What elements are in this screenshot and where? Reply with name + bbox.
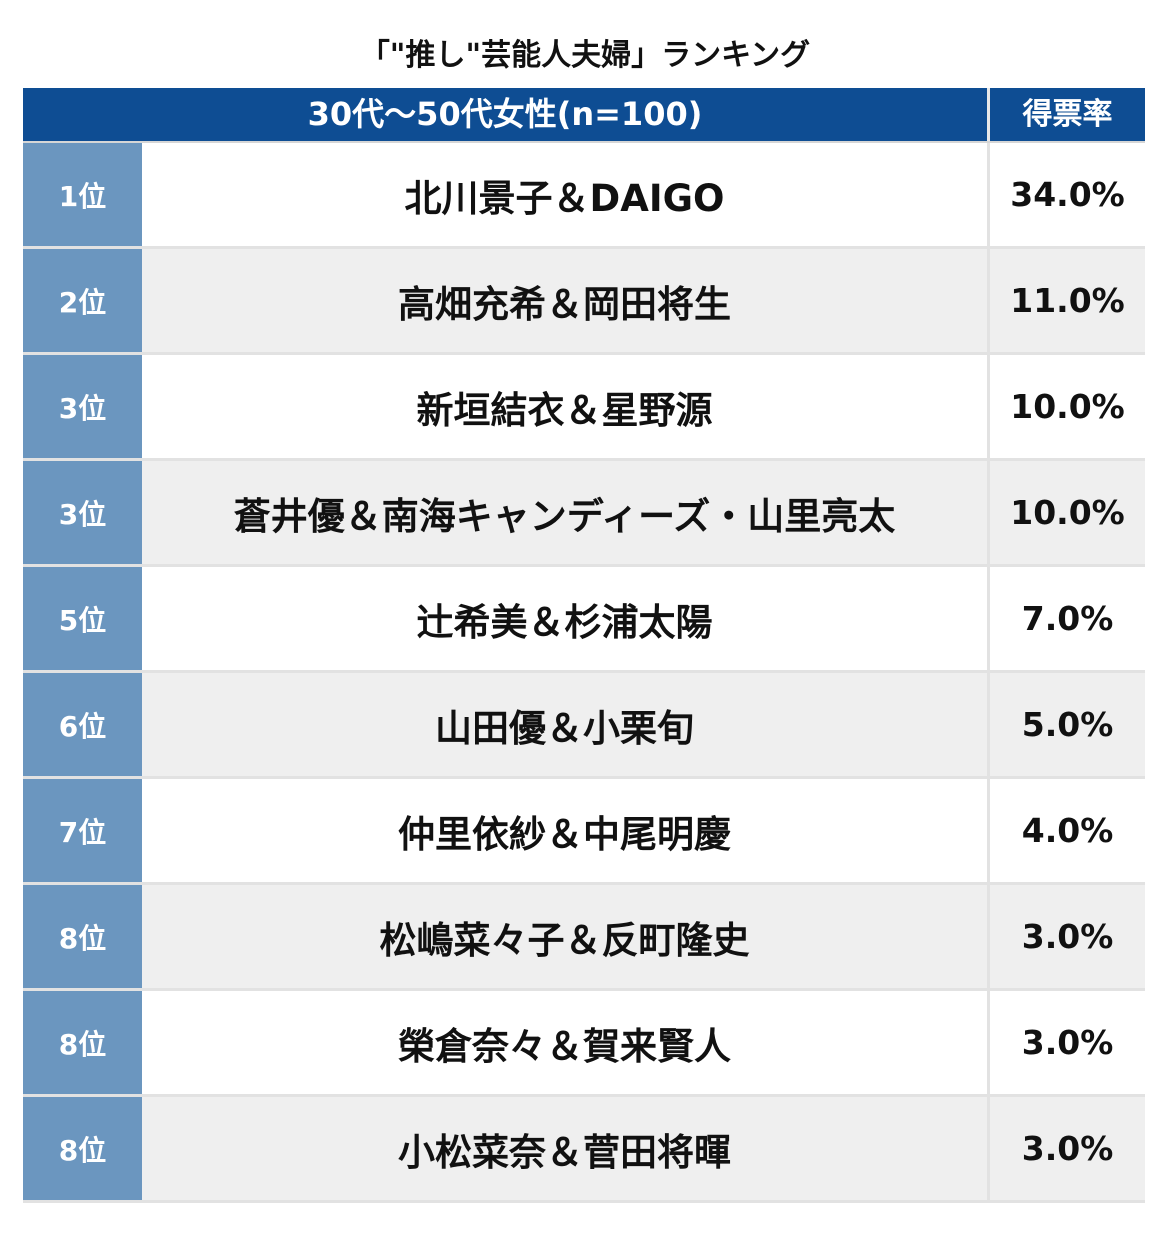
rate-cell: 34.0% — [990, 143, 1145, 246]
rank-cell: 8位 — [23, 885, 142, 988]
rank-cell: 8位 — [23, 1097, 142, 1200]
couple-name-cell: 榮倉奈々＆賀来賢人 — [142, 991, 987, 1094]
table-row: 5位 辻希美＆杉浦太陽 7.0% — [23, 567, 1145, 673]
column-divider — [987, 461, 990, 564]
ranking-table: 30代〜50代女性(n=100) 得票率 1位 北川景子＆DAIGO 34.0%… — [23, 88, 1145, 1203]
column-divider — [987, 249, 990, 352]
couple-name-cell: 新垣結衣＆星野源 — [142, 355, 987, 458]
header-rate-label: 得票率 — [1022, 97, 1113, 132]
table-row: 8位 松嶋菜々子＆反町隆史 3.0% — [23, 885, 1145, 991]
rank-cell: 6位 — [23, 673, 142, 776]
rank-cell: 1位 — [23, 143, 142, 246]
couple-name-cell: 北川景子＆DAIGO — [142, 143, 987, 246]
couple-name-cell: 蒼井優＆南海キャンディーズ・山里亮太 — [142, 461, 987, 564]
column-divider — [987, 1097, 990, 1200]
couple-name-cell: 仲里依紗＆中尾明慶 — [142, 779, 987, 882]
rank-cell: 3位 — [23, 355, 142, 458]
column-divider — [987, 673, 990, 776]
column-divider — [987, 567, 990, 670]
rate-cell: 5.0% — [990, 673, 1145, 776]
couple-name-cell: 高畑充希＆岡田将生 — [142, 249, 987, 352]
couple-name-cell: 松嶋菜々子＆反町隆史 — [142, 885, 987, 988]
rate-cell: 7.0% — [990, 567, 1145, 670]
table-row: 3位 蒼井優＆南海キャンディーズ・山里亮太 10.0% — [23, 461, 1145, 567]
rate-cell: 4.0% — [990, 779, 1145, 882]
table-row: 3位 新垣結衣＆星野源 10.0% — [23, 355, 1145, 461]
table-header: 30代〜50代女性(n=100) 得票率 — [23, 88, 1145, 143]
couple-name-cell: 山田優＆小栗旬 — [142, 673, 987, 776]
table-row: 1位 北川景子＆DAIGO 34.0% — [23, 143, 1145, 249]
rank-cell: 7位 — [23, 779, 142, 882]
rate-cell: 10.0% — [990, 355, 1145, 458]
table-body: 1位 北川景子＆DAIGO 34.0% 2位 高畑充希＆岡田将生 11.0% 3… — [23, 143, 1145, 1203]
couple-name-cell: 辻希美＆杉浦太陽 — [142, 567, 987, 670]
rank-cell: 8位 — [23, 991, 142, 1094]
column-divider — [987, 779, 990, 882]
rate-cell: 11.0% — [990, 249, 1145, 352]
header-group-label: 30代〜50代女性(n=100) — [307, 95, 703, 133]
rank-cell: 3位 — [23, 461, 142, 564]
table-row: 6位 山田優＆小栗旬 5.0% — [23, 673, 1145, 779]
table-row: 7位 仲里依紗＆中尾明慶 4.0% — [23, 779, 1145, 885]
column-divider — [987, 355, 990, 458]
page-title: 「"推し"芸能人夫婦」ランキング — [359, 38, 811, 73]
rank-cell: 5位 — [23, 567, 142, 670]
header-divider — [987, 88, 990, 141]
rate-cell: 3.0% — [990, 885, 1145, 988]
table-row: 8位 小松菜奈＆菅田将暉 3.0% — [23, 1097, 1145, 1203]
column-divider — [987, 143, 990, 246]
column-divider — [987, 991, 990, 1094]
couple-name-cell: 小松菜奈＆菅田将暉 — [142, 1097, 987, 1200]
rank-cell: 2位 — [23, 249, 142, 352]
rate-cell: 3.0% — [990, 1097, 1145, 1200]
table-row: 2位 高畑充希＆岡田将生 11.0% — [23, 249, 1145, 355]
table-row: 8位 榮倉奈々＆賀来賢人 3.0% — [23, 991, 1145, 1097]
rate-cell: 3.0% — [990, 991, 1145, 1094]
rate-cell: 10.0% — [990, 461, 1145, 564]
column-divider — [987, 885, 990, 988]
